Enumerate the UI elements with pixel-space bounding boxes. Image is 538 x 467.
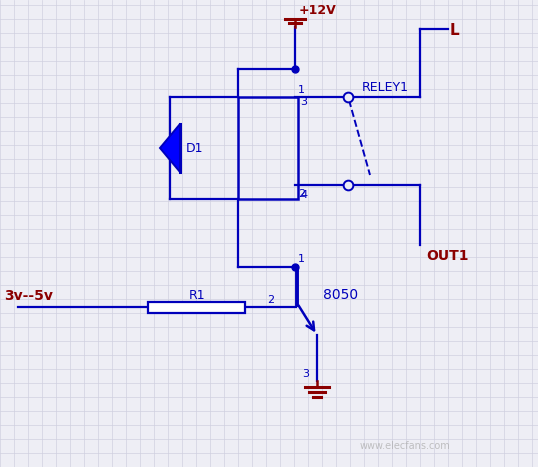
Text: 8050: 8050: [323, 288, 358, 302]
Text: 2: 2: [298, 189, 305, 199]
Text: www.elecfans.com: www.elecfans.com: [360, 441, 451, 451]
Text: 2: 2: [267, 295, 274, 305]
Text: R1: R1: [188, 289, 205, 302]
Text: 3: 3: [302, 369, 309, 379]
Polygon shape: [160, 124, 180, 172]
Text: 1: 1: [298, 254, 305, 264]
Text: 3: 3: [300, 97, 307, 107]
Text: 4: 4: [300, 190, 307, 200]
Bar: [148, 302, 245, 312]
Text: OUT1: OUT1: [426, 249, 469, 263]
Text: 3v--5v: 3v--5v: [4, 289, 53, 303]
Text: RELEY1: RELEY1: [362, 81, 409, 94]
Bar: [238, 97, 298, 199]
Text: D1: D1: [186, 142, 203, 155]
Text: +12V: +12V: [299, 4, 337, 17]
Text: 1: 1: [298, 85, 305, 95]
Text: L: L: [450, 23, 459, 38]
